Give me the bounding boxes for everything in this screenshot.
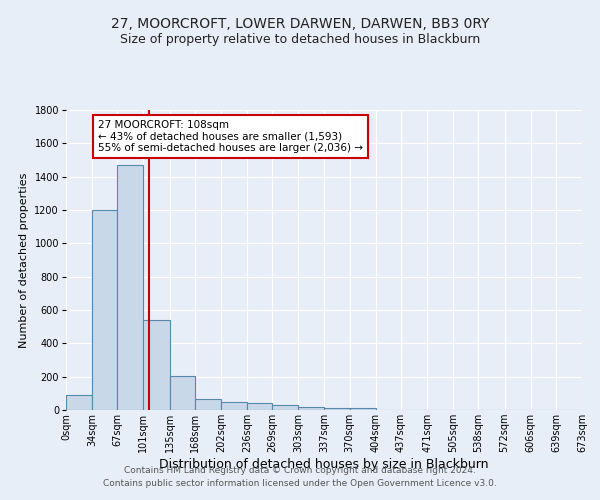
Bar bbox=[221, 402, 247, 410]
Bar bbox=[272, 406, 298, 410]
Bar bbox=[170, 376, 195, 410]
Bar bbox=[66, 395, 92, 410]
Bar bbox=[92, 210, 118, 410]
Bar bbox=[143, 320, 170, 410]
Bar bbox=[325, 408, 350, 410]
Text: 27, MOORCROFT, LOWER DARWEN, DARWEN, BB3 0RY: 27, MOORCROFT, LOWER DARWEN, DARWEN, BB3… bbox=[111, 18, 489, 32]
Bar bbox=[195, 399, 221, 410]
Bar bbox=[118, 165, 143, 410]
Bar bbox=[298, 406, 325, 410]
Text: Contains HM Land Registry data © Crown copyright and database right 2024.
Contai: Contains HM Land Registry data © Crown c… bbox=[103, 466, 497, 487]
Bar bbox=[350, 408, 376, 410]
Text: 27 MOORCROFT: 108sqm
← 43% of detached houses are smaller (1,593)
55% of semi-de: 27 MOORCROFT: 108sqm ← 43% of detached h… bbox=[98, 120, 363, 153]
Bar bbox=[247, 404, 272, 410]
Text: Size of property relative to detached houses in Blackburn: Size of property relative to detached ho… bbox=[120, 32, 480, 46]
Y-axis label: Number of detached properties: Number of detached properties bbox=[19, 172, 29, 348]
X-axis label: Distribution of detached houses by size in Blackburn: Distribution of detached houses by size … bbox=[159, 458, 489, 471]
